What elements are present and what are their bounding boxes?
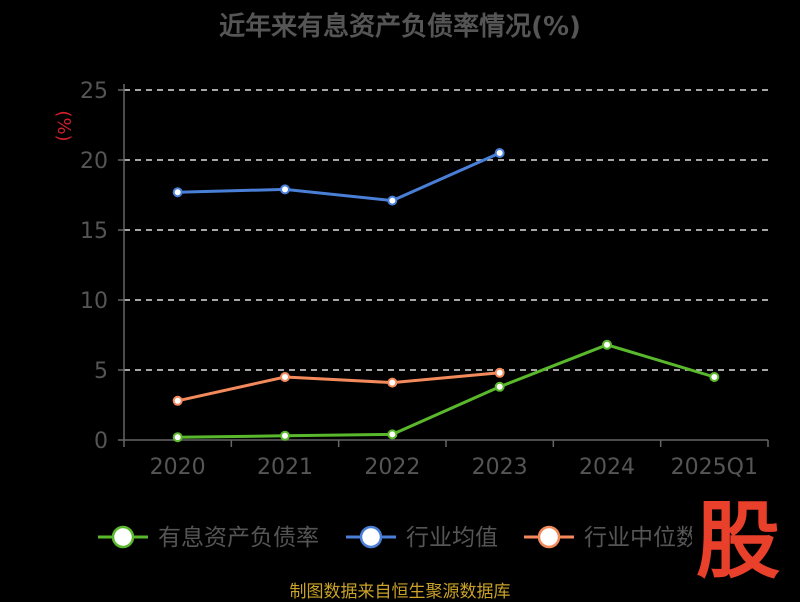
x-tick-label-3: 2023 [472, 455, 528, 480]
y-tick-label-2: 10 [80, 289, 108, 314]
legend: 有息资产负债率 行业均值 行业中位数 [98, 525, 699, 551]
y-tick-label-3: 15 [80, 219, 108, 244]
data-point-0-1 [280, 430, 290, 441]
y-tick-label-5: 25 [80, 79, 108, 104]
data-point-0-3 [494, 381, 505, 392]
x-tick-label-0: 2020 [150, 455, 206, 480]
series-line-2 [177, 371, 500, 403]
data-point-0-4 [602, 339, 612, 350]
legend-marker-2 [537, 525, 561, 549]
data-source-footer: 制图数据来自恒生聚源数据库 [289, 582, 511, 602]
tick-labels: 0 5 10 15 20 25 2020 2021 2022 2023 2024 2025Q1 [80, 79, 758, 480]
y-tick-label-0: 0 [94, 429, 108, 454]
data-point-1-1 [280, 184, 290, 195]
data-point-0-5 [709, 372, 720, 382]
series-line-1 [177, 151, 501, 203]
data-point-2-2 [387, 377, 398, 388]
series-group [172, 148, 720, 443]
grid-lines [124, 89, 768, 371]
series-line-0 [177, 343, 715, 439]
legend-label-2: 行业中位数 [584, 525, 699, 551]
axes [118, 84, 769, 447]
data-point-1-3 [494, 148, 505, 158]
data-point-2-0 [172, 395, 183, 406]
data-point-1-2 [387, 195, 398, 206]
y-tick-label-4: 20 [80, 149, 108, 174]
data-point-2-1 [280, 372, 290, 382]
chart-title: 近年来有息资产负债率情况(%) [219, 12, 581, 42]
legend-marker-1 [359, 525, 383, 549]
x-tick-label-2: 2022 [364, 455, 420, 480]
legend-label-0: 有息资产负债率 [158, 525, 319, 551]
legend-marker-0 [111, 525, 135, 549]
logo-icon: 股 [692, 495, 784, 587]
x-tick-label-5: 2025Q1 [671, 455, 758, 480]
data-point-0-2 [387, 429, 398, 440]
y-axis-unit-label: (%) [53, 110, 74, 141]
data-point-1-0 [172, 187, 183, 198]
data-point-0-0 [172, 432, 183, 443]
y-tick-label-1: 5 [94, 359, 108, 384]
x-tick-label-4: 2024 [579, 455, 635, 480]
x-tick-label-1: 2021 [257, 455, 313, 480]
legend-label-1: 行业均值 [406, 525, 498, 551]
data-point-2-3 [494, 367, 505, 378]
